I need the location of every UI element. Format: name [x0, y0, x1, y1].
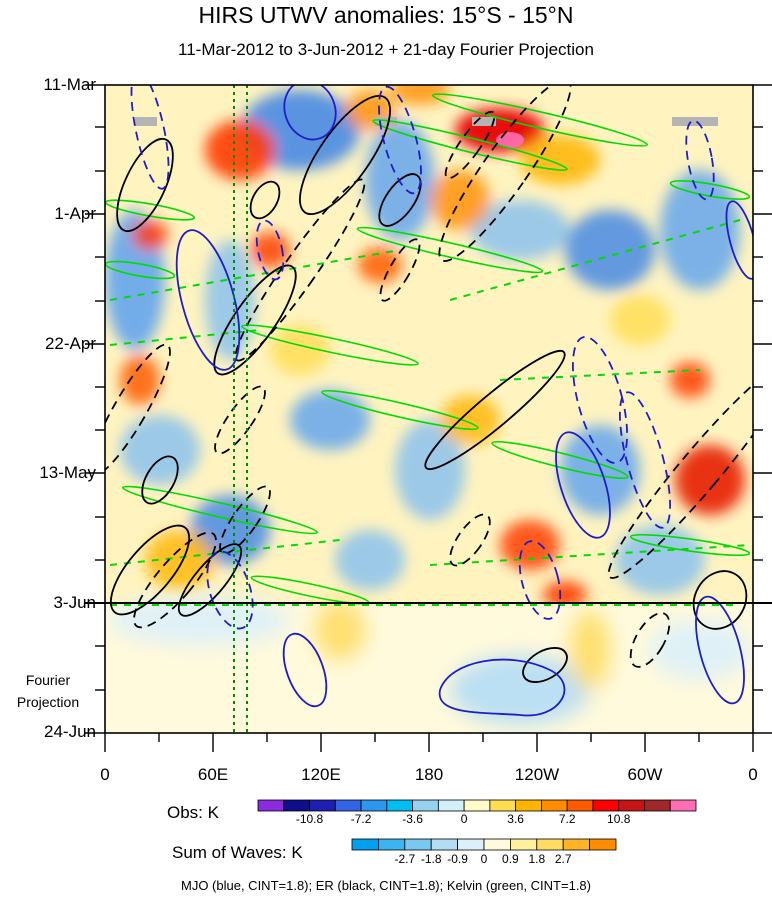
obs-colorbar-swatch: [489, 799, 517, 812]
waves-colorbar-swatch: [404, 838, 432, 851]
obs-colorbar-swatch: [463, 799, 491, 812]
obs-colorbar-label: 0: [460, 812, 468, 826]
obs-colorbar-swatch: [334, 799, 362, 812]
obs-colorbar-label: -7.2: [350, 812, 372, 826]
waves-colorbar-swatch: [483, 838, 511, 851]
y-tick-label: 13-May: [39, 463, 96, 482]
projection-label-line1: Fourier: [25, 672, 71, 688]
x-axis-ticks: [104, 733, 754, 752]
obs-colorbar-swatch: [309, 799, 336, 812]
waves-colorbar-swatch: [536, 838, 564, 851]
waves-colorbar-title: Sum of Waves: K: [172, 843, 303, 862]
y-tick-label: 3-Jun: [53, 593, 96, 612]
obs-colorbar-swatch: [592, 799, 620, 812]
x-tick-label: 180: [414, 765, 444, 784]
chart-title: HIRS UTWV anomalies: 15°S - 15°N: [198, 2, 574, 28]
waves-colorbar-label: 1.8: [528, 852, 546, 866]
x-tick-label: 60W: [627, 765, 663, 784]
waves-colorbar-label: 0: [480, 852, 488, 866]
mjo-negative-contours: [130, 85, 715, 630]
waves-colorbar-swatch: [351, 838, 379, 851]
obs-colorbar-swatch: [412, 799, 439, 812]
waves-colorbar-swatch: [509, 838, 538, 851]
obs-colorbar-swatch: [566, 799, 594, 812]
obs-colorbar-swatch: [541, 799, 568, 812]
obs-colorbar-swatch: [618, 799, 645, 812]
obs-colorbar-label: 3.6: [507, 812, 524, 826]
obs-colorbar: [257, 799, 697, 812]
obs-colorbar-swatch: [669, 799, 697, 812]
waves-colorbar-label: -1.8: [420, 852, 442, 866]
mjo-positive-contours: [175, 85, 753, 717]
y-tick-label: 1-Apr: [54, 204, 96, 223]
y-tick-label: 22-Apr: [44, 334, 96, 353]
obs-colorbar-swatch: [360, 799, 388, 812]
obs-colorbar-label: -10.8: [295, 812, 324, 826]
obs-colorbar-label: 10.8: [607, 812, 631, 826]
obs-colorbar-swatch: [283, 799, 310, 812]
waves-colorbar-swatch: [562, 838, 591, 851]
obs-colorbar-swatch: [515, 799, 542, 812]
waves-colorbar-swatch: [589, 838, 617, 851]
x-tick-label: 120E: [301, 765, 341, 784]
x-tick-label: 120W: [514, 765, 560, 784]
chart-subtitle: 11-Mar-2012 to 3-Jun-2012 + 21-day Fouri…: [178, 40, 594, 59]
contour-legend-note: MJO (blue, CINT=1.8); ER (black, CINT=1.…: [181, 878, 591, 893]
waves-colorbar-swatch: [457, 838, 485, 851]
waves-colorbar-label: 0.9: [502, 852, 519, 866]
y-axis-ticks: [85, 84, 772, 734]
x-tick-label: 0: [748, 765, 758, 784]
waves-colorbar-label: -0.9: [447, 852, 468, 866]
obs-colorbar-swatch: [257, 799, 285, 812]
obs-colorbar-label: 7.2: [558, 812, 576, 826]
waves-colorbar-swatch: [377, 838, 406, 851]
missing-data-bars: [135, 117, 718, 126]
y-tick-label: 11-Mar: [43, 75, 96, 94]
obs-colorbar-swatch: [386, 799, 413, 812]
obs-colorbar-swatch: [437, 799, 465, 812]
obs-colorbar-swatch: [644, 799, 671, 812]
waves-colorbar-label: -2.7: [394, 852, 416, 866]
obs-colorbar-label: -3.6: [402, 812, 423, 826]
obs-colorbar-title: Obs: K: [167, 803, 219, 822]
x-tick-label: 60E: [197, 765, 229, 784]
waves-colorbar-swatch: [430, 838, 459, 851]
x-tick-label: 0: [100, 765, 110, 784]
waves-colorbar: [351, 838, 617, 851]
mjo-index-lines: [233, 85, 248, 733]
y-tick-label: 24-Jun: [44, 722, 96, 741]
projection-label-line2: Projection: [16, 694, 80, 710]
waves-colorbar-label: 2.7: [554, 852, 572, 866]
